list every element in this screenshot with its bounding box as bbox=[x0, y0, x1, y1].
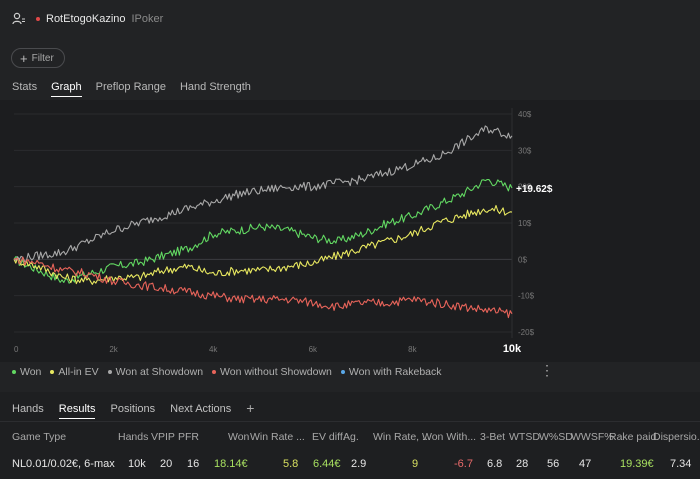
col-wsd[interactable]: W%SD bbox=[539, 431, 573, 443]
col-pfr[interactable]: PFR bbox=[178, 431, 199, 443]
cell-pfr: 16 bbox=[187, 458, 200, 470]
legend-label: Won at Showdown bbox=[115, 366, 204, 378]
col-vpip[interactable]: VPIP bbox=[151, 431, 175, 443]
more-options-icon[interactable]: ⋮ bbox=[540, 362, 554, 378]
y-tick-label: 10$ bbox=[518, 219, 532, 228]
stats-panel bbox=[0, 392, 700, 479]
series-line-all-in-ev bbox=[13, 204, 513, 285]
plus-icon: + bbox=[20, 50, 28, 66]
x-tick-label: 10k bbox=[503, 343, 522, 355]
tab-stats[interactable]: Stats bbox=[12, 81, 38, 93]
legend-item-allin-ev[interactable]: All-in EV bbox=[50, 366, 99, 378]
y-tick-label: 20$ bbox=[518, 183, 532, 192]
col-rake-paid[interactable]: Rake paid bbox=[609, 431, 657, 443]
cell-win-rate-2: 9 bbox=[412, 458, 419, 470]
series-line-won-at-showdown bbox=[13, 125, 513, 263]
y-tick-label: -20$ bbox=[518, 328, 535, 337]
add-tab-icon[interactable]: + bbox=[246, 400, 255, 416]
cell-dispersion: 7.34 bbox=[670, 458, 692, 470]
cell-vpip: 20 bbox=[160, 458, 173, 470]
legend-item-won-without-showdown[interactable]: Won without Showdown bbox=[212, 366, 332, 378]
legend-swatch bbox=[340, 370, 345, 374]
cell-wwsf: 47 bbox=[579, 458, 592, 470]
col-win-rate-2[interactable]: Win Rate, ... bbox=[373, 431, 431, 443]
tab-graph[interactable]: Graph bbox=[51, 81, 82, 97]
x-tick-label: 6k bbox=[309, 345, 318, 354]
cell-rake-paid: 19.39€ bbox=[620, 458, 654, 470]
col-wwsf[interactable]: WWSF% bbox=[571, 431, 614, 443]
cell-hands: 10k bbox=[128, 458, 146, 470]
user-icon bbox=[12, 12, 25, 25]
col-ev-diff[interactable]: EV diff. bbox=[312, 431, 346, 443]
player-name[interactable]: RotEtogoKazino bbox=[46, 13, 126, 25]
series-line-won bbox=[13, 178, 513, 284]
legend-label: Won with Rakeback bbox=[348, 366, 442, 378]
col-wtsd[interactable]: WTSD bbox=[509, 431, 540, 443]
cell-won: 18.14€ bbox=[214, 458, 248, 470]
tab-results[interactable]: Results bbox=[58, 403, 96, 419]
col-won-with[interactable]: Won With... bbox=[422, 431, 477, 443]
cell-ev-diff: 6.44€ bbox=[313, 458, 341, 470]
col-aggression[interactable]: Ag. bbox=[343, 431, 359, 443]
tab-next-actions[interactable]: Next Actions bbox=[170, 403, 232, 415]
legend-item-won-at-showdown[interactable]: Won at Showdown bbox=[107, 366, 204, 378]
divider bbox=[0, 421, 700, 422]
y-tick-label: 40$ bbox=[518, 110, 532, 119]
graph-legend: Won All-in EV Won at Showdown Won withou… bbox=[12, 366, 451, 378]
graph-svg: 40$ 30$ 20$ 10$ 0$ -10$ -20$ 0 2k 4k 6k 8k 10k +19.62… bbox=[13, 108, 553, 355]
legend-label: All-in EV bbox=[58, 366, 99, 378]
status-dot bbox=[36, 17, 40, 21]
cell-wtsd: 28 bbox=[516, 458, 529, 470]
legend-item-won-with-rakeback[interactable]: Won with Rakeback bbox=[340, 366, 442, 378]
col-game-type[interactable]: Game Type bbox=[12, 431, 67, 443]
filter-button[interactable]: + Filter bbox=[11, 48, 65, 68]
y-tick-label: 0$ bbox=[518, 255, 527, 264]
cell-win-rate: 5.8 bbox=[283, 458, 299, 470]
x-tick-label: 4k bbox=[209, 345, 218, 354]
y-tick-label: -10$ bbox=[518, 292, 535, 301]
x-tick-label: 0 bbox=[14, 345, 19, 354]
tab-positions[interactable]: Positions bbox=[110, 403, 156, 415]
cell-won-with: -6.7 bbox=[454, 458, 473, 470]
legend-swatch bbox=[212, 370, 217, 374]
legend-swatch bbox=[12, 370, 16, 374]
tab-hands[interactable]: Hands bbox=[12, 403, 44, 415]
cell-3bet: 6.8 bbox=[487, 458, 503, 470]
x-tick-label: 8k bbox=[408, 345, 417, 354]
legend-swatch bbox=[50, 370, 55, 374]
bottom-tabs: Hands Results Positions Next Actions + bbox=[12, 400, 269, 419]
player-header: RotEtogoKazino IPoker bbox=[12, 9, 163, 29]
legend-item-won[interactable]: Won bbox=[12, 366, 41, 378]
results-graph[interactable]: 40$ 30$ 20$ 10$ 0$ -10$ -20$ 0 2k 4k 6k 8k 10k +19.62… bbox=[0, 100, 700, 362]
col-win-rate[interactable]: Win Rate ... bbox=[250, 431, 305, 443]
tab-preflop-range[interactable]: Preflop Range bbox=[95, 81, 166, 93]
cell-aggression: 2.9 bbox=[351, 458, 367, 470]
cell-wsd: 56 bbox=[547, 458, 560, 470]
cell-game-type: NL0.01/0.02€, 6-max bbox=[12, 458, 115, 470]
legend-swatch bbox=[107, 370, 112, 374]
x-tick-label: 2k bbox=[109, 345, 118, 354]
view-tabs: Stats Graph Preflop Range Hand Strength bbox=[12, 81, 265, 97]
legend-label: Won bbox=[20, 366, 42, 378]
filter-label: Filter bbox=[31, 52, 54, 64]
tab-hand-strength[interactable]: Hand Strength bbox=[179, 81, 251, 93]
col-hands[interactable]: Hands bbox=[118, 431, 149, 443]
end-value-label: +19.62$ bbox=[516, 184, 553, 195]
y-tick-label: 30$ bbox=[518, 146, 532, 155]
col-won[interactable]: Won bbox=[228, 431, 250, 443]
col-dispersion[interactable]: Dispersio... bbox=[653, 431, 700, 443]
series-line-won-without-showdown bbox=[13, 256, 513, 319]
legend-label: Won without Showdown bbox=[220, 366, 332, 378]
col-3bet[interactable]: 3-Bet bbox=[480, 431, 506, 443]
site-name: IPoker bbox=[131, 13, 164, 25]
